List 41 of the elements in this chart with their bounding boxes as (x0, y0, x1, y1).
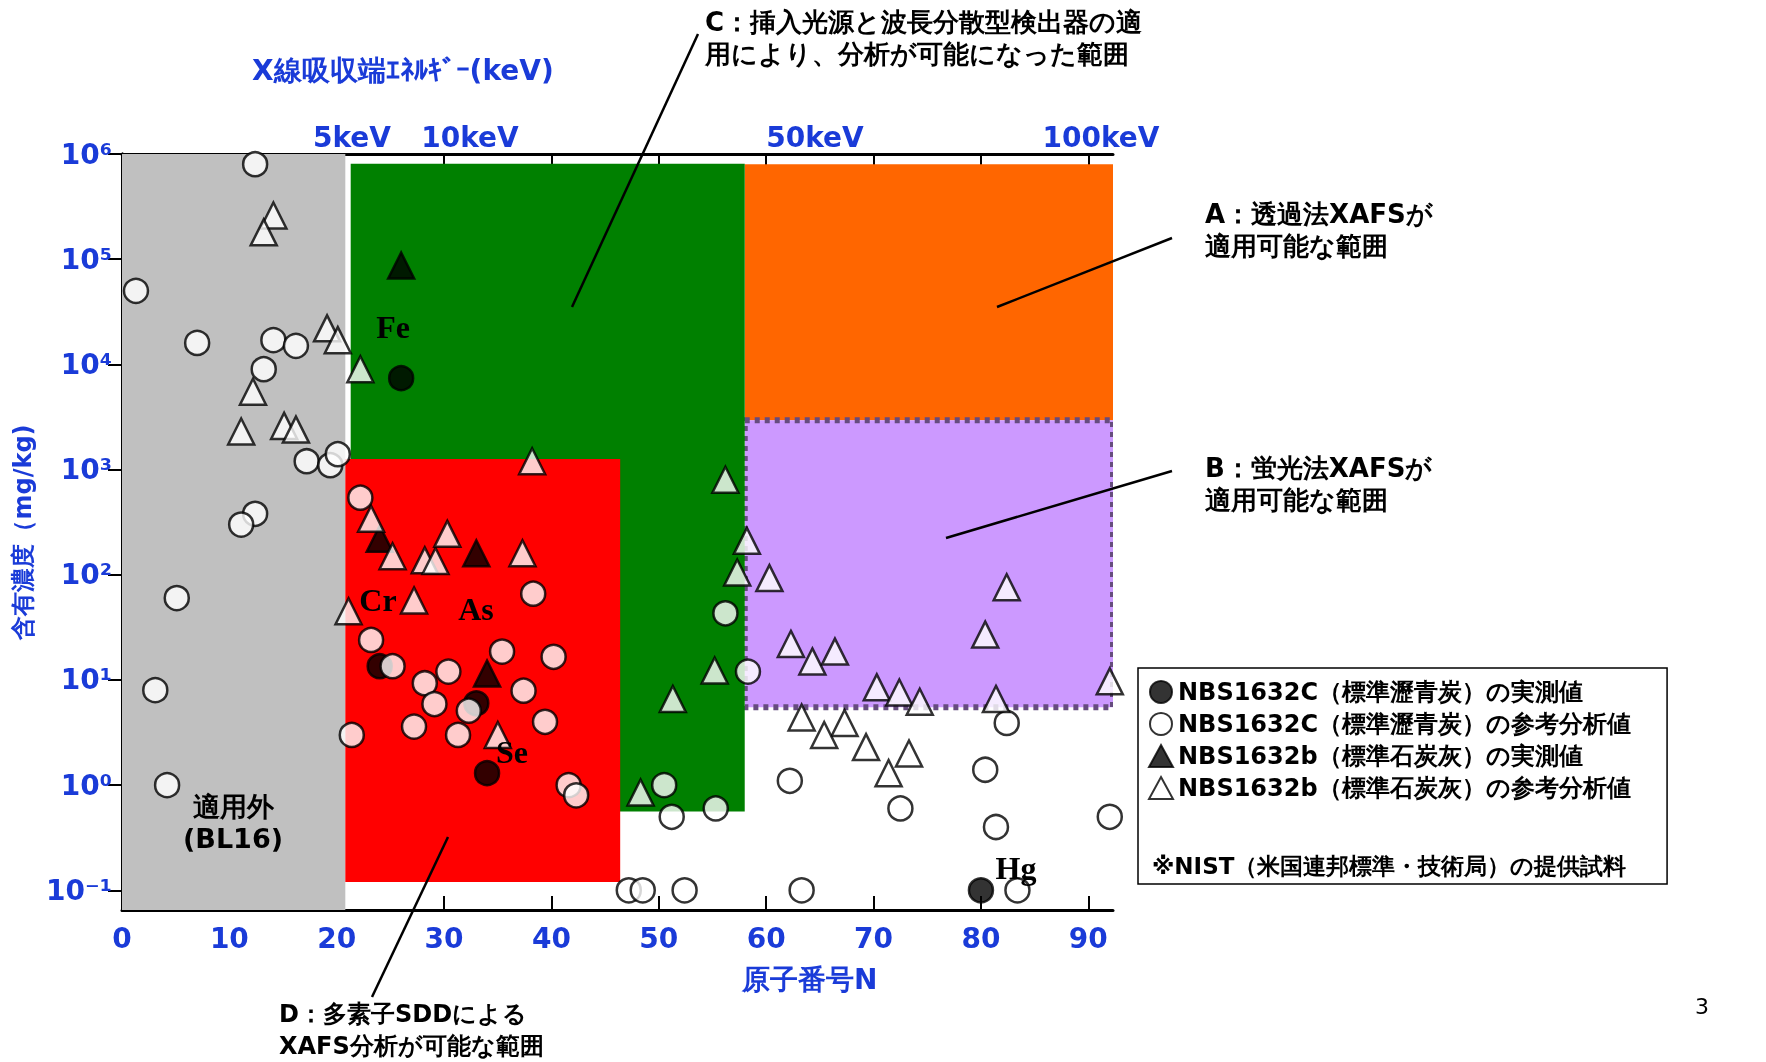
annotation: Hg (995, 850, 1037, 886)
text: C：挿入光源と波長分散型検出器の適用により、分析が可能になった範囲 (704, 7, 1143, 69)
x-axis-title: 原子番号N (741, 962, 878, 996)
x-tick-label: 0 (112, 921, 132, 955)
text: 5keV (312, 120, 392, 154)
x-tick-label: 80 (961, 921, 1001, 955)
x-tick-label: 60 (746, 921, 786, 955)
y-tick-label: 10⁴ (60, 347, 112, 381)
annotation: Fe (376, 309, 410, 345)
y-axis-title: 含有濃度（mg/kg) (9, 424, 38, 641)
x-tick-label: 90 (1068, 921, 1108, 955)
text: B：蛍光法XAFSが適用可能な範囲 (1205, 453, 1434, 515)
y-tick-label: 10⁵ (60, 242, 112, 276)
legend-label: NBS1632b（標準石炭灰）の参考分析値 (1178, 774, 1631, 802)
text: A：透過法XAFSが適用可能な範囲 (1205, 199, 1434, 261)
text: 50keV (766, 120, 865, 154)
legend-label: NBS1632C（標準瀝青炭）の実測値 (1178, 678, 1584, 706)
x-tick-label: 50 (639, 921, 679, 955)
text: D：多素子SDDによるXAFS分析が可能な範囲 (279, 1000, 544, 1060)
y-tick-label: 10⁻¹ (45, 873, 112, 907)
x-tick-label: 40 (531, 921, 571, 955)
annotation: As (458, 591, 494, 627)
y-tick-label: 10⁶ (60, 137, 112, 171)
y-tick-label: 10¹ (60, 663, 112, 697)
y-tick-label: 10⁰ (60, 768, 112, 802)
x-tick-label: 20 (317, 921, 357, 955)
x-tick-label: 70 (854, 921, 894, 955)
text: 100keV (1042, 120, 1160, 154)
x-tick-label: 30 (424, 921, 464, 955)
annotation: 適用外(BL16) (182, 790, 284, 854)
text: 10keV (421, 120, 520, 154)
legend-label: NBS1632b（標準石炭灰）の実測値 (1178, 742, 1583, 770)
text: ※NIST（米国連邦標準・技術局）の提供試料 (1152, 853, 1627, 879)
x2-axis-title: X線吸収端ｴﾈﾙｷﾞｰ(keV) (252, 53, 554, 87)
annotation: Se (496, 734, 528, 770)
text: 3 (1695, 993, 1709, 1019)
x-tick-label: 10 (209, 921, 249, 955)
legend-label: NBS1632C（標準瀝青炭）の参考分析値 (1178, 710, 1632, 738)
y-tick-label: 10³ (60, 453, 112, 487)
annotation: Cr (359, 582, 397, 618)
y-tick-label: 10² (60, 558, 112, 592)
